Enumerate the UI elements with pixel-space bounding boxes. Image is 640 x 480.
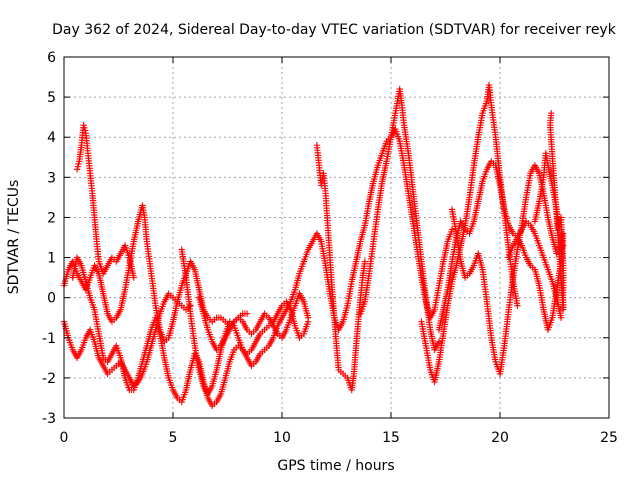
data-point-marker bbox=[514, 302, 521, 309]
plot-frame bbox=[63, 56, 610, 419]
x-tick-label: 10 bbox=[273, 430, 291, 446]
chart-title: Day 362 of 2024, Sidereal Day-to-day VTE… bbox=[52, 22, 617, 38]
data-point-marker bbox=[361, 258, 369, 265]
y-tick-label: -2 bbox=[42, 371, 56, 387]
y-tick-label: 0 bbox=[47, 291, 56, 307]
data-point-marker bbox=[557, 314, 565, 321]
x-tick-label: 0 bbox=[60, 430, 69, 446]
y-tick-label: -1 bbox=[42, 331, 56, 347]
data-point-marker bbox=[548, 109, 555, 117]
data-points bbox=[60, 81, 567, 410]
data-point-marker bbox=[243, 310, 251, 317]
data-point-marker bbox=[448, 226, 456, 233]
x-tick-label: 20 bbox=[491, 430, 509, 446]
y-tick-label: 1 bbox=[47, 251, 56, 267]
y-tick-label: -3 bbox=[42, 411, 56, 427]
data-point-marker bbox=[130, 274, 137, 281]
x-axis-label: GPS time / hours bbox=[277, 458, 394, 474]
y-axis-label: SDTVAR / TECUs bbox=[6, 180, 22, 295]
data-point-marker bbox=[304, 314, 312, 321]
y-tick-label: 2 bbox=[47, 210, 56, 226]
y-tick-label: 5 bbox=[47, 90, 56, 106]
y-tick-label: 3 bbox=[47, 170, 56, 186]
x-tick-label: 25 bbox=[600, 430, 618, 446]
x-tick-label: 15 bbox=[382, 430, 400, 446]
y-tick-label: 6 bbox=[47, 50, 56, 66]
y-tick-label: 4 bbox=[47, 130, 56, 146]
axis-ticks: 0 5 10 15 20 25 -3 -2 -1 0 1 2 3 4 5 6 bbox=[42, 50, 618, 446]
data-point-marker bbox=[435, 338, 443, 345]
x-tick-label: 5 bbox=[169, 430, 178, 446]
